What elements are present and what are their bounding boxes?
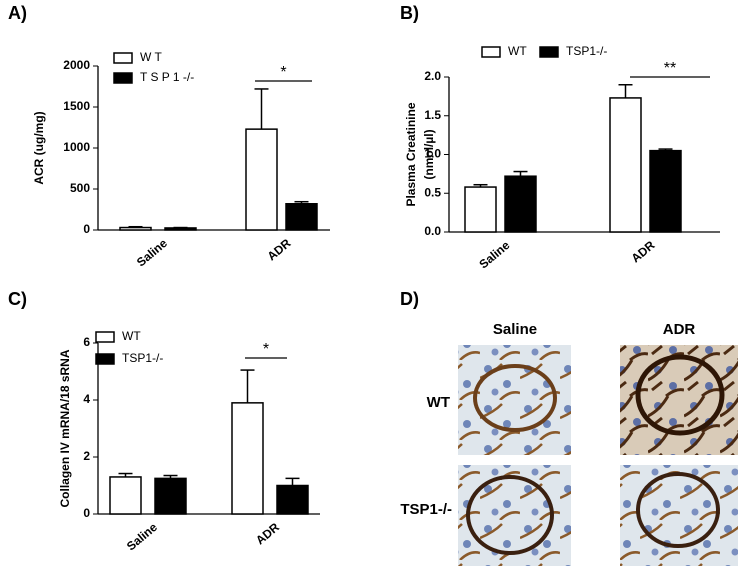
- significance-label: **: [664, 60, 676, 77]
- bar: [231, 402, 264, 515]
- glomerulus: [473, 364, 557, 432]
- legend-swatch: [539, 46, 559, 58]
- bar: [609, 97, 642, 233]
- legend-swatch: [113, 52, 133, 64]
- legend-label: W T: [140, 50, 162, 64]
- legend-label: TSP1-/-: [566, 44, 607, 58]
- column-label: ADR: [663, 321, 696, 338]
- bar: [154, 477, 187, 515]
- y-tick-label: 0.0: [424, 224, 441, 238]
- legend-swatch: [113, 72, 133, 84]
- y-axis-label: Collagen IV mRNA/18 sRNA: [58, 349, 72, 507]
- y-tick-label: 1.0: [424, 147, 441, 161]
- significance-label: *: [263, 341, 269, 358]
- x-tick-label: Saline: [134, 236, 170, 270]
- bar: [109, 476, 142, 515]
- legend-swatch: [95, 331, 115, 343]
- legend-label: T S P 1 -/-: [140, 70, 194, 84]
- legend-swatch: [481, 46, 501, 58]
- x-tick-label: ADR: [265, 236, 294, 264]
- y-axis-label: (nmol/µl): [422, 129, 436, 179]
- bar: [119, 226, 152, 231]
- bar: [649, 149, 682, 233]
- y-tick-label: 1.5: [424, 108, 441, 122]
- bar: [285, 203, 318, 231]
- x-tick-label: ADR: [629, 238, 658, 266]
- legend-label: TSP1-/-: [122, 351, 163, 365]
- y-tick-label: 6: [83, 335, 90, 349]
- y-tick-label: 4: [83, 392, 90, 406]
- y-axis-label: Plasma Creatinine: [404, 102, 418, 206]
- panel-label: D): [400, 289, 419, 309]
- y-tick-label: 1000: [63, 140, 90, 154]
- y-axis-label: ACR (ug/mg): [32, 111, 46, 184]
- legend-swatch: [95, 353, 115, 365]
- y-tick-label: 2.0: [424, 69, 441, 83]
- legend-label: WT: [508, 44, 527, 58]
- row-label: WT: [427, 394, 450, 411]
- panel-d: D) Saline ADR WT TSP1-/-: [400, 289, 738, 566]
- y-tick-label: 0: [83, 222, 90, 236]
- bar: [164, 227, 197, 231]
- panel-label: A): [8, 3, 27, 23]
- bar: [245, 128, 278, 231]
- x-tick-label: Saline: [124, 520, 160, 554]
- x-tick-label: ADR: [253, 520, 282, 548]
- bar: [464, 186, 497, 233]
- y-tick-label: 1500: [63, 99, 90, 113]
- column-label: Saline: [493, 321, 537, 338]
- y-tick-label: 0: [83, 506, 90, 520]
- y-tick-label: 2: [83, 449, 90, 463]
- panel-label: B): [400, 3, 419, 23]
- significance-label: *: [280, 64, 286, 81]
- y-tick-label: 2000: [63, 58, 90, 72]
- y-tick-label: 0.5: [424, 185, 441, 199]
- bar: [504, 175, 537, 233]
- row-label: TSP1-/-: [400, 501, 452, 518]
- glomerulus: [636, 472, 720, 548]
- y-tick-label: 500: [70, 181, 90, 195]
- glomerulus: [635, 354, 725, 436]
- x-tick-label: Saline: [476, 238, 512, 272]
- panel-label: C): [8, 289, 27, 309]
- glomerulus: [466, 475, 554, 555]
- bar: [276, 484, 309, 515]
- legend-label: WT: [122, 329, 141, 343]
